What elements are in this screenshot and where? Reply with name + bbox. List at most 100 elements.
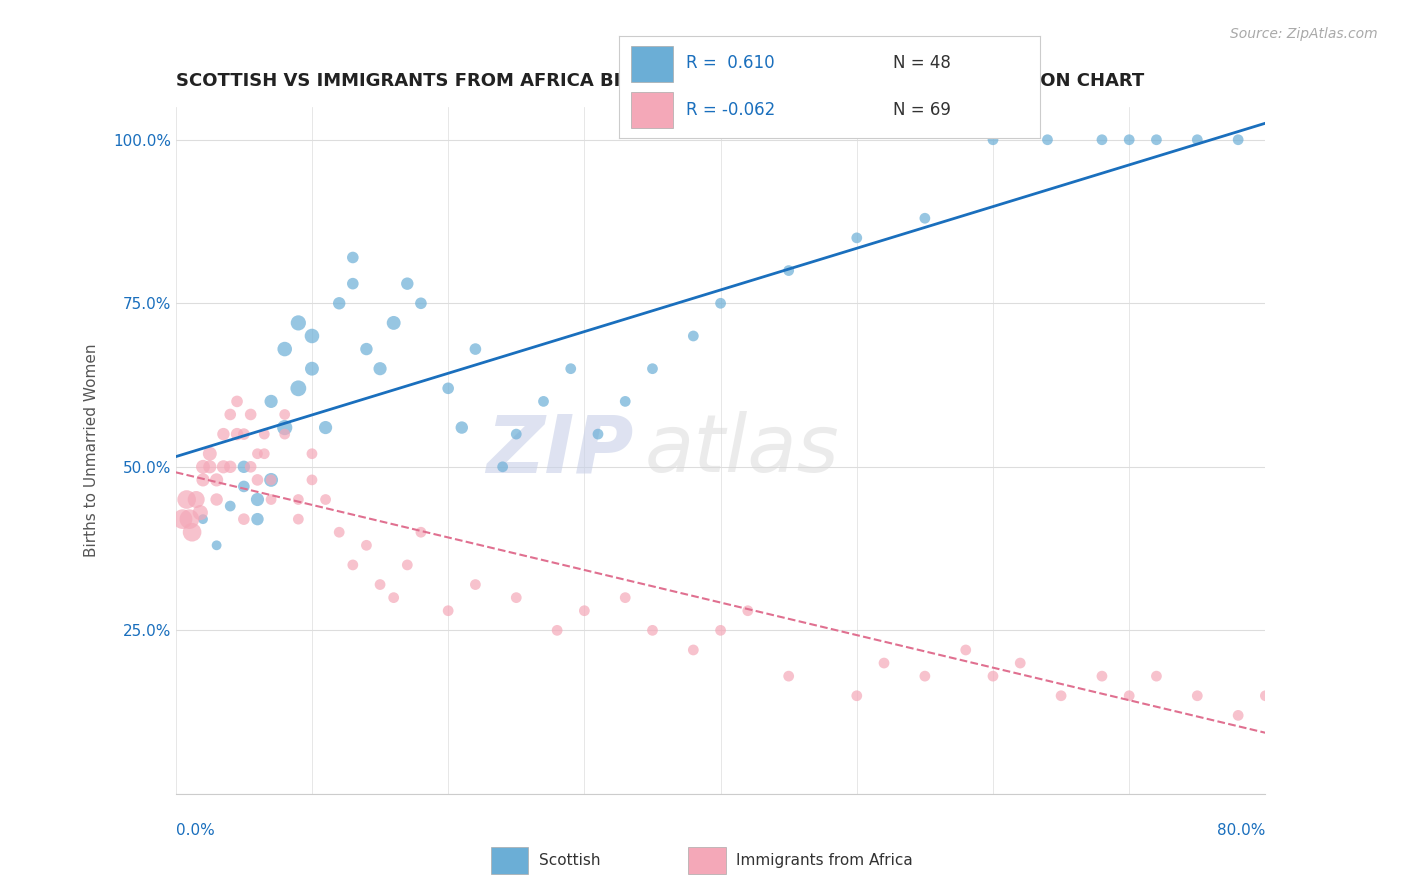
Point (219, 499, 242, 513)
Point (205, 473, 228, 487)
Point (239, 459, 262, 474)
Point (382, 591, 405, 605)
Point (179, 512, 201, 526)
Point (1118, 689, 1140, 703)
Point (1187, 133, 1209, 147)
Point (614, 591, 637, 605)
Point (1036, 133, 1059, 147)
Point (186, 492, 208, 507)
Point (219, 408, 242, 422)
Point (226, 394, 249, 409)
Point (301, 473, 323, 487)
Point (274, 408, 297, 422)
Text: N = 69: N = 69 (893, 101, 950, 119)
Point (1187, 689, 1209, 703)
Point (205, 538, 228, 552)
Point (172, 512, 194, 526)
Text: 0.0%: 0.0% (176, 823, 215, 838)
Point (1227, 708, 1250, 723)
Point (260, 492, 283, 507)
Point (873, 656, 896, 670)
Point (1091, 669, 1114, 683)
Point (1322, 133, 1344, 147)
Point (1118, 133, 1140, 147)
Point (328, 525, 350, 540)
Point (342, 277, 364, 291)
Text: Scottish: Scottish (538, 854, 600, 868)
Point (560, 361, 582, 376)
Text: atlas: atlas (644, 411, 839, 490)
Point (274, 427, 297, 442)
Point (188, 506, 211, 520)
Point (287, 512, 309, 526)
Point (1254, 689, 1277, 703)
Point (641, 361, 664, 376)
Point (614, 394, 637, 409)
Point (260, 394, 283, 409)
Point (368, 361, 391, 376)
Point (191, 473, 214, 487)
Point (574, 604, 596, 618)
Point (328, 296, 350, 310)
Point (464, 342, 486, 356)
Point (287, 492, 309, 507)
Point (981, 669, 1004, 683)
Point (1281, 708, 1303, 723)
Point (546, 624, 568, 638)
Point (437, 604, 460, 618)
Point (505, 427, 527, 442)
Point (437, 381, 460, 395)
Point (1144, 133, 1167, 147)
Point (342, 251, 364, 265)
FancyBboxPatch shape (631, 46, 673, 82)
Point (205, 492, 228, 507)
Point (464, 577, 486, 591)
Point (533, 394, 555, 409)
Point (1010, 656, 1032, 670)
Point (260, 473, 283, 487)
Point (641, 624, 664, 638)
Point (239, 408, 262, 422)
Point (586, 427, 609, 442)
Point (845, 689, 868, 703)
Point (845, 231, 868, 245)
Point (1364, 708, 1386, 723)
Point (505, 591, 527, 605)
Point (287, 381, 309, 395)
Point (1322, 689, 1344, 703)
Point (212, 459, 235, 474)
Point (409, 296, 432, 310)
Point (274, 342, 297, 356)
Point (226, 427, 249, 442)
Point (198, 447, 221, 461)
Point (301, 361, 323, 376)
Point (409, 525, 432, 540)
Point (1050, 689, 1073, 703)
Point (382, 316, 405, 330)
FancyBboxPatch shape (491, 847, 529, 874)
Point (396, 277, 419, 291)
Point (253, 427, 276, 442)
Point (246, 473, 269, 487)
Point (778, 263, 800, 277)
Point (315, 420, 337, 434)
Point (315, 492, 337, 507)
Point (181, 525, 204, 540)
Point (682, 643, 704, 657)
Point (301, 447, 323, 461)
Text: ZIP: ZIP (486, 411, 633, 490)
Point (1091, 133, 1114, 147)
FancyBboxPatch shape (689, 847, 725, 874)
Point (1144, 669, 1167, 683)
Text: N = 48: N = 48 (893, 54, 950, 72)
Point (253, 447, 276, 461)
Point (710, 624, 733, 638)
Text: Immigrants from Africa: Immigrants from Africa (737, 854, 914, 868)
Point (191, 459, 214, 474)
Point (1227, 133, 1250, 147)
Point (682, 329, 704, 343)
Point (1281, 133, 1303, 147)
Y-axis label: Births to Unmarried Women: Births to Unmarried Women (84, 343, 98, 558)
Point (981, 133, 1004, 147)
Text: SCOTTISH VS IMMIGRANTS FROM AFRICA BIRTHS TO UNMARRIED WOMEN CORRELATION CHART: SCOTTISH VS IMMIGRANTS FROM AFRICA BIRTH… (176, 72, 1144, 90)
